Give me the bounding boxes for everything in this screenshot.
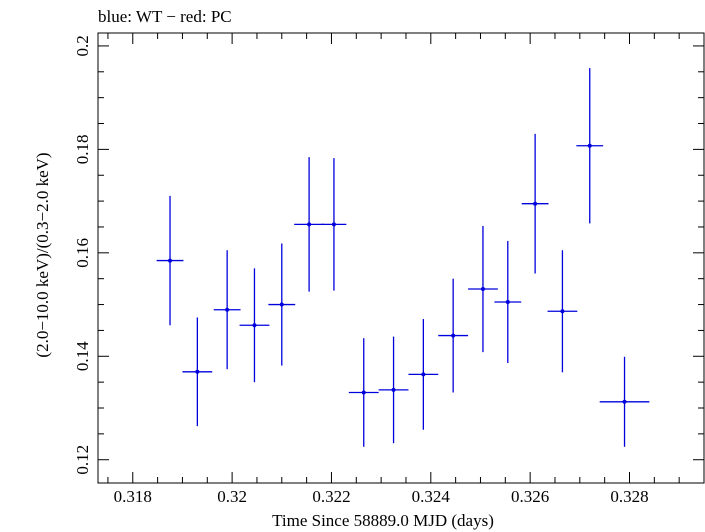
point-marker xyxy=(391,387,396,392)
point-marker xyxy=(560,309,565,314)
data-series xyxy=(156,68,650,447)
data-point xyxy=(547,250,578,373)
data-point xyxy=(321,158,347,291)
point-marker xyxy=(195,369,200,374)
point-marker xyxy=(587,143,592,148)
y-tick-label: 0.14 xyxy=(73,341,92,371)
point-marker xyxy=(421,372,426,377)
y-tick-label: 0.12 xyxy=(73,445,92,475)
point-marker xyxy=(225,307,230,312)
data-point xyxy=(494,240,522,363)
point-marker xyxy=(505,299,510,304)
data-point xyxy=(239,268,270,383)
point-marker xyxy=(533,201,538,206)
x-axis-label: Time Since 58889.0 MJD (days) xyxy=(272,511,494,530)
data-point xyxy=(348,338,379,447)
x-tick-label: 0.318 xyxy=(114,487,152,506)
data-point xyxy=(521,133,549,274)
point-marker xyxy=(451,333,456,338)
data-point xyxy=(182,317,213,427)
point-marker xyxy=(331,222,336,227)
point-marker xyxy=(252,323,257,328)
y-axis: 0.12 0.14 0.16 0.18 0.2 xyxy=(73,35,704,475)
data-point xyxy=(468,225,498,353)
x-tick-label: 0.326 xyxy=(511,487,549,506)
x-tick-label: 0.324 xyxy=(412,487,451,506)
data-point xyxy=(599,356,650,447)
y-tick-label: 0.2 xyxy=(73,35,92,56)
x-tick-label: 0.328 xyxy=(610,487,648,506)
point-marker xyxy=(480,287,485,292)
point-marker xyxy=(361,390,366,395)
chart-title: blue: WT − red: PC xyxy=(98,7,232,26)
data-point xyxy=(294,157,325,292)
data-point xyxy=(438,278,469,393)
data-point xyxy=(408,319,439,430)
plot-frame xyxy=(97,32,705,484)
y-axis-label: (2.0−10.0 keV)/(0.3−2.0 keV) xyxy=(33,152,52,357)
x-tick-label: 0.32 xyxy=(217,487,247,506)
x-tick-label: 0.322 xyxy=(312,487,350,506)
y-tick-label: 0.16 xyxy=(73,238,92,268)
data-point xyxy=(268,243,296,366)
point-marker xyxy=(279,302,284,307)
point-marker xyxy=(622,399,627,404)
point-marker xyxy=(307,222,312,227)
data-point xyxy=(576,68,604,224)
data-point xyxy=(156,195,184,326)
x-axis: 0.318 0.32 0.322 0.324 0.326 0.328 xyxy=(107,33,705,506)
point-marker xyxy=(168,258,173,263)
data-point xyxy=(378,336,409,444)
y-tick-label: 0.18 xyxy=(73,135,92,165)
data-point xyxy=(213,250,241,370)
